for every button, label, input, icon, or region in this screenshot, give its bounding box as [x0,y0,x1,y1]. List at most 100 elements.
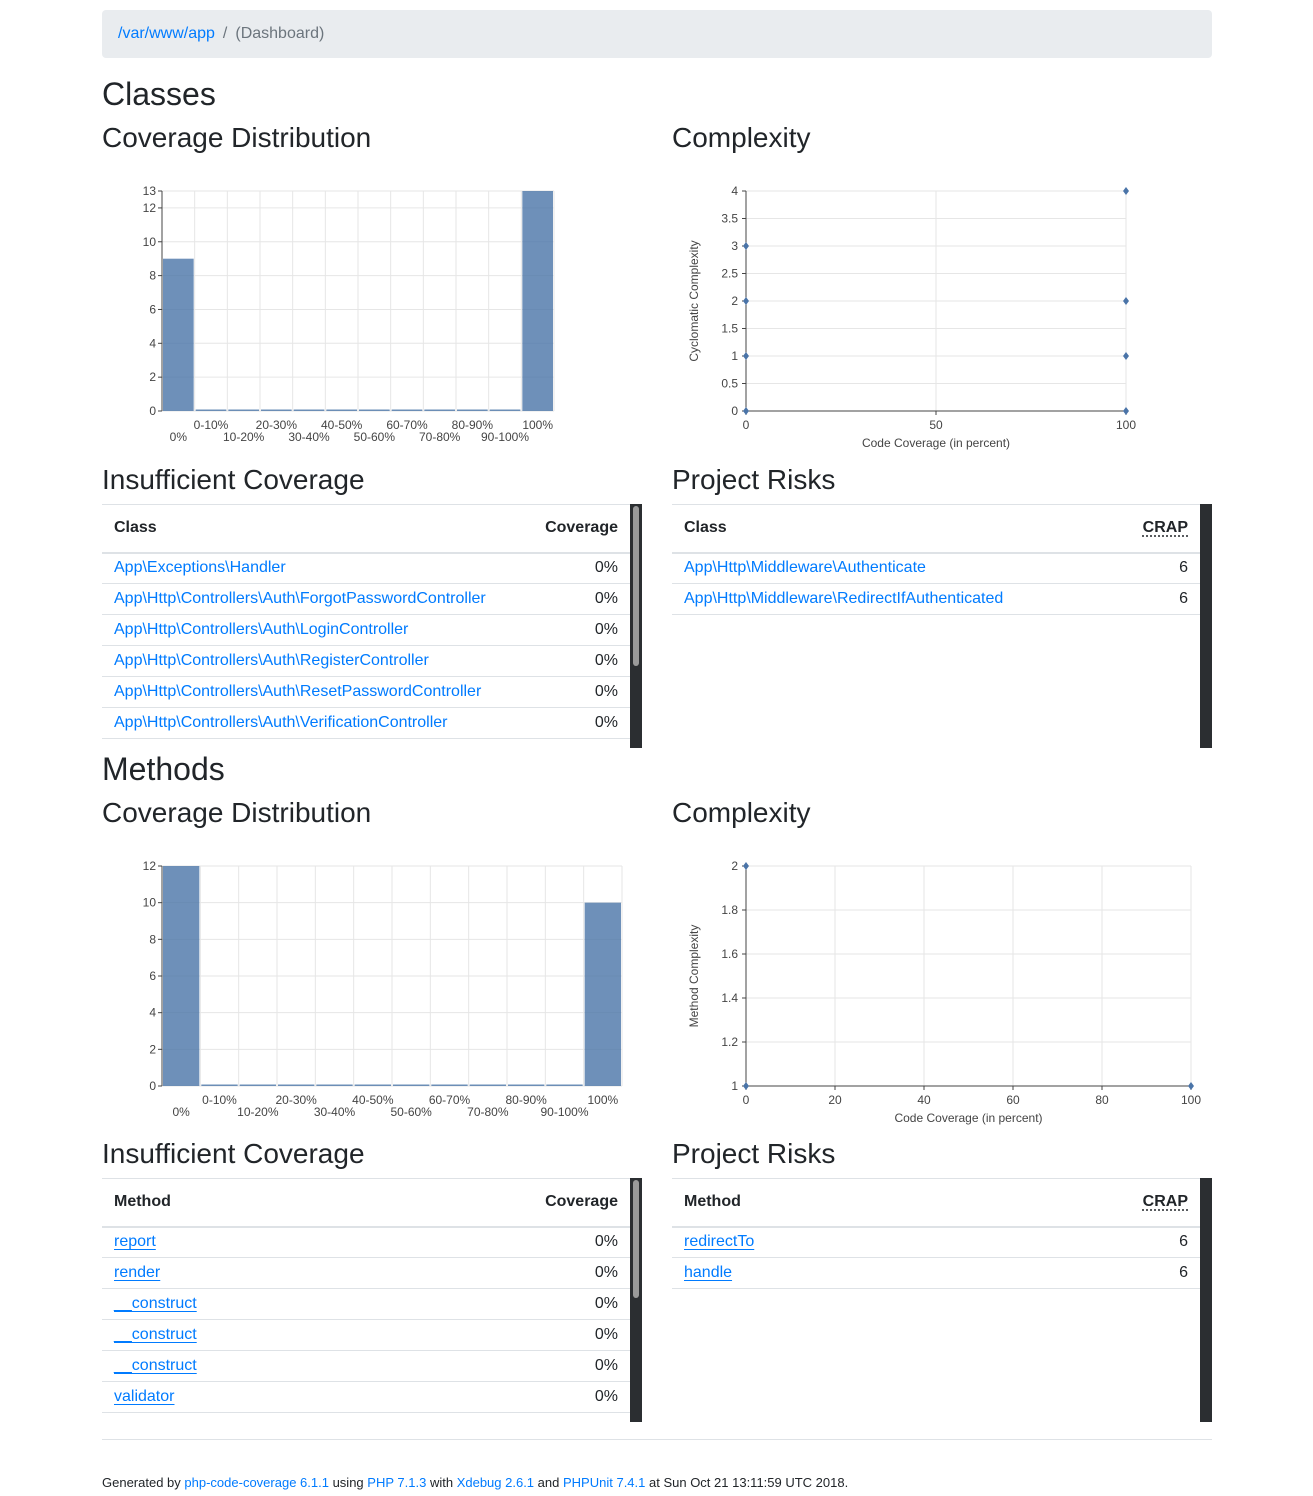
methods-insufficient-table-container[interactable]: Method Coverage report 0% render 0% __co… [102,1178,642,1422]
table-row: App\Http\Controllers\Auth\VerificationCo… [102,707,630,739]
class-link[interactable]: App\Http\Controllers\Auth\LoginControlle… [114,621,409,638]
column-header-method[interactable]: Method [102,1178,379,1228]
bar [457,409,488,411]
x-tick-label: 40 [917,1093,931,1107]
table-header-row: Method CRAP [672,1178,1200,1228]
scatter-point [743,242,749,250]
method-link[interactable]: redirectTo [684,1233,755,1251]
class-link[interactable]: App\Http\Controllers\Auth\ResetPasswordC… [114,683,482,700]
breadcrumb-root-link[interactable]: /var/www/app [118,25,215,42]
method-link[interactable]: handle [684,1264,733,1281]
y-tick-label: 2.5 [721,267,738,281]
x-tick-label: 0% [172,1105,190,1119]
method-link[interactable]: validator [114,1388,175,1405]
bar [228,409,259,411]
column-header-coverage[interactable]: Coverage [378,1178,630,1228]
column-header-class[interactable]: Class [672,504,1112,554]
y-tick-label: 0 [149,1079,156,1093]
class-link[interactable]: App\Http\Controllers\Auth\ForgotPassword… [114,590,486,607]
footer-suffix: at Sun Oct 21 13:11:59 UTC 2018. [649,1475,849,1490]
bar [195,409,227,411]
scrollbar[interactable] [630,504,642,748]
x-tick-label: 10-20% [237,1105,279,1119]
y-tick-label: 2 [149,370,156,384]
scrollbar[interactable] [1200,1178,1212,1422]
coverage-value: 0% [378,1226,630,1258]
scrollbar-thumb[interactable] [633,1180,639,1298]
scatter-point [1123,352,1129,360]
y-tick-label: 8 [149,932,156,946]
footer-phpunit-link[interactable]: PHPUnit 7.4.1 [563,1475,646,1490]
table-row: App\Http\Controllers\Auth\ForgotPassword… [102,583,630,615]
scrollbar[interactable] [630,1178,642,1422]
table-row: __construct 0% [102,1319,630,1351]
x-tick-label: 60-70% [386,418,428,432]
classes-complexity-heading: Complexity [672,122,811,153]
bar [326,409,357,411]
y-tick-label: 1.5 [721,322,738,336]
methods-coverage-chart: 0 2 4 6 8 10 12 0% 0-10%10-20%20-30%30-40%40-50%… [143,859,623,1119]
coverage-value: 0% [526,614,630,646]
table-row: App\Http\Controllers\Auth\LoginControlle… [102,614,630,646]
bar [293,409,325,411]
footer-tool-link[interactable]: php-code-coverage 6.1.1 [184,1475,329,1490]
footer-with: with [429,1475,454,1490]
classes-coverage-chart: 0 2 4 6 8 10 12 13 0% 0-10%10-20%20-30%30-40%40-5… [143,184,555,444]
methods-risks-table-container[interactable]: Method CRAP redirectTo 6 handle 6 [672,1178,1212,1422]
column-header-crap[interactable]: CRAP [1142,519,1188,537]
column-header-coverage[interactable]: Coverage [526,504,630,554]
column-header-crap-cell: CRAP [1111,504,1200,554]
class-link[interactable]: App\Http\Middleware\Authenticate [684,559,926,577]
y-tick-label: 3.5 [721,212,738,226]
x-tick-label: 40-50% [352,1093,394,1107]
method-link[interactable]: render [114,1264,161,1281]
method-link[interactable]: report [114,1233,156,1251]
classes-insufficient-table-container[interactable]: Class Coverage App\Exceptions\Handler 0%… [102,504,642,748]
scatter-point [743,862,749,870]
method-link[interactable]: __construct [114,1326,197,1343]
class-link[interactable]: App\Exceptions\Handler [114,559,286,577]
x-tick-label: 50-60% [354,430,396,444]
x-tick-label: 50 [929,418,943,432]
scrollbar[interactable] [1200,504,1212,748]
column-header-crap[interactable]: CRAP [1142,1193,1188,1211]
column-header-method[interactable]: Method [672,1178,977,1228]
classes-insufficient-heading: Insufficient Coverage [102,464,365,495]
bar [522,191,553,411]
bar [261,409,292,411]
methods-insufficient-table: Method Coverage report 0% render 0% __co… [102,1178,630,1413]
table-header-row: Class CRAP [672,504,1200,554]
scatter-point [743,297,749,305]
footer-prefix: Generated by [102,1475,181,1490]
column-header-class[interactable]: Class [102,504,527,554]
y-tick-label: 1.4 [721,991,738,1005]
x-tick-label: 80-90% [505,1093,547,1107]
table-row: redirectTo 6 [672,1226,1200,1258]
scrollbar-thumb[interactable] [633,506,639,666]
bar [584,902,621,1086]
method-link[interactable]: __construct [114,1357,197,1374]
table-row: App\Http\Controllers\Auth\ResetPasswordC… [102,676,630,708]
y-tick-label: 2 [149,1042,156,1056]
x-tick-label: 20-30% [256,418,298,432]
methods-complexity-chart: 0 20 40 60 80 100 1 1.2 1.4 1.6 1.8 2 Code Coverage … [687,859,1201,1125]
x-tick-label: 80 [1095,1093,1109,1107]
x-tick-label: 80-90% [452,418,494,432]
x-tick-label: 30-40% [314,1105,356,1119]
classes-insufficient-table: Class Coverage App\Exceptions\Handler 0%… [102,504,630,739]
methods-risks-heading: Project Risks [672,1138,836,1169]
table-row: render 0% [102,1257,630,1289]
classes-coverage-heading: Coverage Distribution [102,122,372,153]
y-tick-label: 2 [731,294,738,308]
class-link[interactable]: App\Http\Controllers\Auth\RegisterContro… [114,652,429,669]
x-axis-label: Code Coverage (in percent) [862,436,1010,450]
y-axis-label: Cyclomatic Complexity [687,240,701,361]
class-link[interactable]: App\Http\Middleware\RedirectIfAuthentica… [684,590,1004,607]
footer-xdebug-link[interactable]: Xdebug 2.6.1 [456,1475,535,1490]
classes-risks-table-container[interactable]: Class CRAP App\Http\Middleware\Authentic… [672,504,1212,748]
y-tick-label: 10 [143,896,157,910]
bar [201,1084,238,1086]
footer-php-link[interactable]: PHP 7.1.3 [367,1475,427,1490]
method-link[interactable]: __construct [114,1295,197,1312]
class-link[interactable]: App\Http\Controllers\Auth\VerificationCo… [114,714,448,731]
